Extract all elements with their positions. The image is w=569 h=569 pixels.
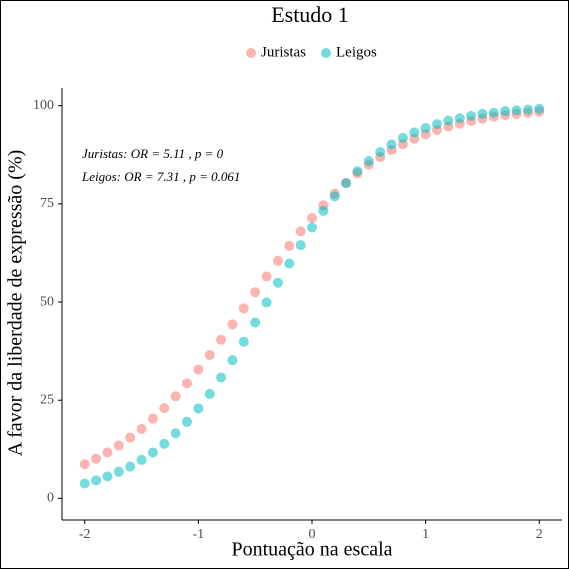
point bbox=[386, 139, 397, 150]
point bbox=[397, 132, 408, 143]
point bbox=[159, 403, 170, 414]
point bbox=[250, 317, 261, 328]
point bbox=[91, 453, 102, 464]
point bbox=[329, 191, 340, 202]
point bbox=[170, 391, 181, 402]
point bbox=[170, 428, 181, 439]
y-tick-label: 25 bbox=[40, 392, 54, 407]
point bbox=[307, 212, 317, 223]
point bbox=[261, 271, 272, 282]
y-tick-label: 75 bbox=[40, 196, 54, 211]
point bbox=[488, 107, 499, 118]
point bbox=[125, 461, 136, 472]
point bbox=[182, 416, 192, 427]
point bbox=[147, 447, 158, 458]
point bbox=[295, 240, 306, 251]
point bbox=[261, 297, 272, 308]
point bbox=[500, 106, 511, 117]
x-tick-label: -1 bbox=[193, 527, 205, 542]
point bbox=[295, 226, 306, 237]
point bbox=[341, 178, 352, 189]
point bbox=[125, 432, 136, 443]
point bbox=[159, 438, 170, 449]
point bbox=[454, 113, 465, 124]
point bbox=[113, 466, 124, 477]
point bbox=[102, 471, 113, 482]
point bbox=[216, 334, 227, 345]
y-tick-label: 0 bbox=[47, 491, 54, 506]
point bbox=[284, 258, 295, 269]
point bbox=[409, 127, 420, 138]
point bbox=[227, 319, 238, 330]
point bbox=[238, 303, 249, 314]
point bbox=[102, 447, 113, 458]
legend-swatch bbox=[246, 48, 256, 58]
point bbox=[204, 388, 215, 399]
y-tick-label: 100 bbox=[33, 98, 54, 113]
chart-title: Estudo 1 bbox=[271, 2, 349, 27]
point bbox=[318, 205, 329, 216]
point bbox=[432, 119, 442, 130]
point bbox=[272, 277, 283, 288]
point bbox=[204, 350, 215, 361]
x-tick-label: 0 bbox=[309, 527, 316, 542]
y-axis-label: A favor da liberdade de expressão (%) bbox=[5, 150, 27, 457]
point bbox=[284, 240, 295, 251]
point bbox=[250, 287, 261, 298]
point bbox=[238, 336, 249, 347]
point bbox=[511, 105, 522, 116]
point bbox=[79, 478, 90, 489]
point bbox=[307, 222, 317, 233]
point bbox=[420, 123, 431, 134]
point bbox=[227, 355, 238, 366]
legend-swatch bbox=[321, 48, 331, 58]
point bbox=[352, 166, 363, 177]
point bbox=[79, 459, 90, 470]
x-tick-label: -2 bbox=[79, 527, 91, 542]
point bbox=[375, 147, 386, 158]
point bbox=[443, 115, 454, 126]
point bbox=[136, 423, 147, 434]
annotation: Juristas: OR = 5.11 , p = 0 bbox=[82, 146, 224, 161]
point bbox=[113, 440, 124, 451]
point bbox=[136, 454, 147, 465]
point bbox=[363, 156, 374, 167]
point bbox=[193, 364, 204, 375]
point bbox=[466, 110, 477, 121]
point bbox=[91, 475, 102, 486]
x-axis-label: Pontuação na escala bbox=[231, 539, 392, 561]
point bbox=[147, 413, 158, 424]
point bbox=[216, 372, 227, 383]
x-tick-label: 1 bbox=[422, 527, 429, 542]
point bbox=[182, 378, 192, 389]
y-tick-label: 50 bbox=[40, 294, 54, 309]
x-tick-label: 2 bbox=[536, 527, 543, 542]
point bbox=[193, 403, 204, 414]
legend-label: Juristas bbox=[261, 44, 306, 60]
point bbox=[477, 108, 488, 119]
legend-label: Leigos bbox=[336, 44, 377, 60]
point bbox=[272, 255, 283, 266]
point bbox=[522, 104, 533, 115]
annotation: Leigos: OR = 7.31 , p = 0.061 bbox=[81, 169, 240, 184]
point bbox=[534, 103, 545, 114]
